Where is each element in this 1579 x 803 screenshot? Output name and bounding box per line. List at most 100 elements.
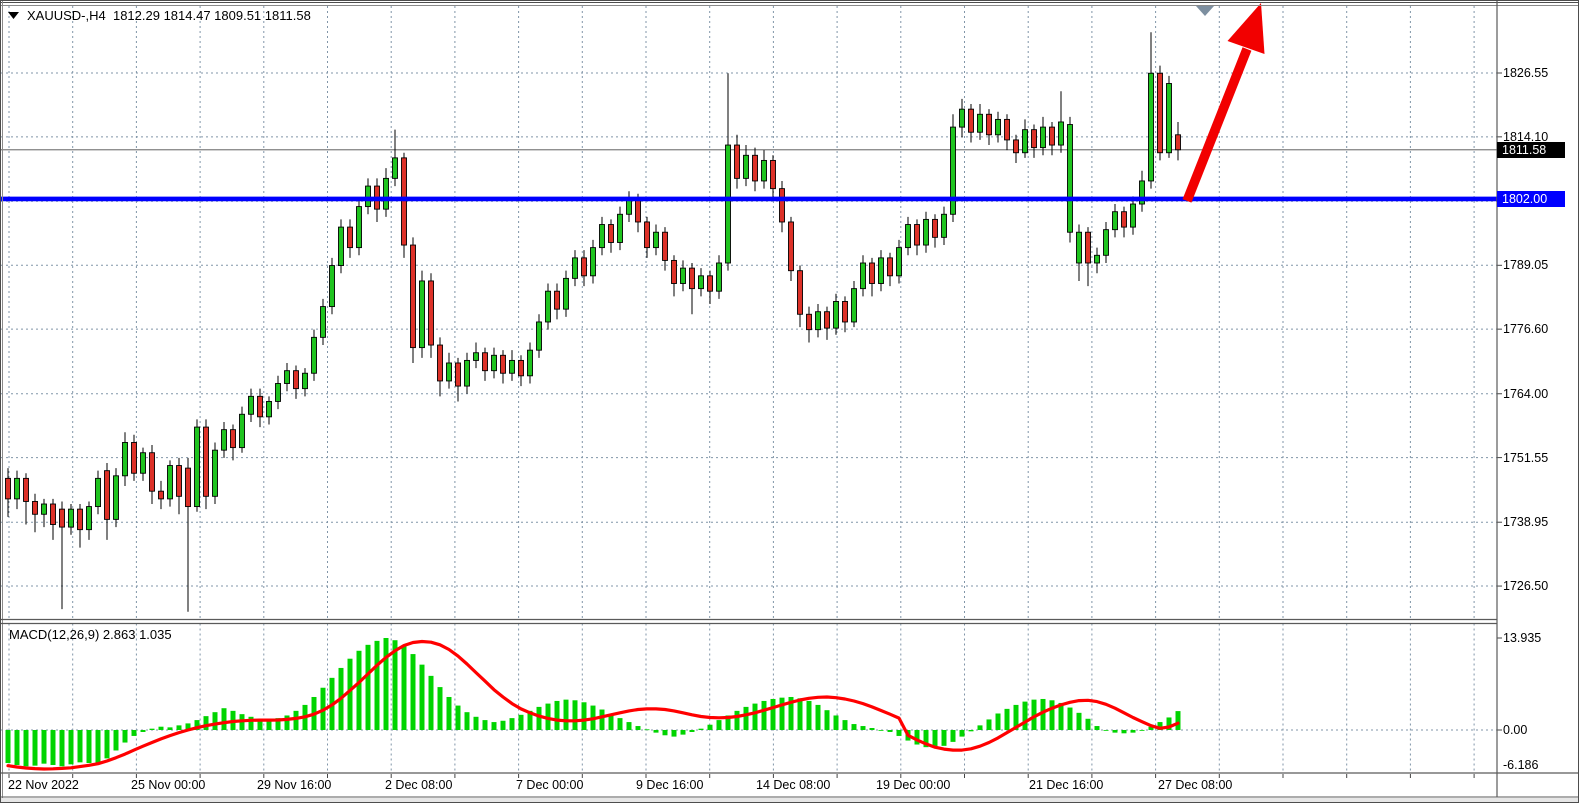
- time-axis-label: 21 Dec 16:00: [1029, 778, 1104, 792]
- macd-histogram-bar: [653, 730, 659, 733]
- macd-histogram-bar: [14, 730, 20, 765]
- bear-candle: [401, 157, 407, 246]
- bull-candle: [1103, 229, 1109, 256]
- macd-histogram-bar: [959, 730, 965, 737]
- macd-histogram-bar: [968, 730, 974, 732]
- bear-candle: [77, 508, 83, 531]
- macd-histogram-bar: [176, 725, 182, 730]
- macd-histogram-bar: [671, 730, 677, 737]
- bull-candle: [1058, 121, 1064, 146]
- macd-histogram-bar: [437, 687, 443, 730]
- macd-histogram-bar: [608, 714, 614, 730]
- bull-candle: [491, 354, 497, 372]
- macd-histogram-bar: [914, 730, 920, 745]
- macd-histogram-bar: [1139, 730, 1145, 731]
- bear-candle: [689, 267, 695, 290]
- macd-histogram-bar: [68, 730, 74, 765]
- bull-candle: [995, 118, 1001, 136]
- macd-histogram-bar: [563, 699, 569, 730]
- bear-candle: [410, 244, 416, 349]
- macd-scale-zero: 0.00: [1503, 723, 1528, 737]
- macd-histogram-bar: [734, 710, 740, 730]
- bear-candle: [842, 301, 848, 323]
- price-axis-label: 1764.00: [1503, 386, 1549, 401]
- window-bottom-edge: [1, 798, 1578, 802]
- price-axis-label: 1814.10: [1503, 129, 1549, 144]
- bear-candle: [914, 224, 920, 246]
- bear-candle: [986, 113, 992, 136]
- macd-histogram-bar: [1094, 726, 1100, 730]
- bull-candle: [68, 508, 74, 528]
- bull-candle: [599, 224, 605, 249]
- bull-candle: [275, 383, 281, 402]
- macd-histogram-bar: [1004, 708, 1010, 730]
- bull-candle: [509, 359, 515, 374]
- bear-candle: [482, 352, 488, 372]
- macd-histogram-bar: [284, 715, 290, 730]
- macd-histogram-bar: [500, 720, 506, 730]
- bull-candle: [698, 275, 704, 290]
- bull-candle: [1148, 72, 1154, 182]
- macd-histogram-bar: [950, 730, 956, 742]
- macd-histogram-bar: [293, 710, 299, 730]
- bear-candle: [1175, 134, 1181, 151]
- bull-candle: [545, 290, 551, 323]
- bear-candle: [1004, 118, 1010, 141]
- macd-histogram-bar: [1058, 702, 1064, 730]
- chart-shift-marker[interactable]: [1196, 6, 1214, 16]
- bull-candle: [320, 306, 326, 338]
- current-price-badge: 1811.58: [1497, 142, 1565, 158]
- macd-histogram-bar: [995, 713, 1001, 730]
- macd-histogram-bar: [941, 730, 947, 746]
- bear-candle: [752, 154, 758, 182]
- macd-histogram-bar: [1040, 698, 1046, 730]
- bear-candle: [5, 477, 11, 500]
- macd-histogram-bar: [149, 728, 155, 730]
- macd-histogram-bar: [167, 727, 173, 730]
- bear-candle: [59, 508, 65, 528]
- macd-histogram-bar: [410, 654, 416, 730]
- macd-histogram-bar: [1076, 712, 1082, 730]
- bull-candle: [140, 452, 146, 474]
- price-axis-label: 1776.60: [1503, 322, 1549, 337]
- bull-candle: [536, 321, 542, 351]
- bear-candle: [176, 465, 182, 497]
- bear-candle: [644, 221, 650, 249]
- bull-candle: [365, 185, 371, 208]
- red-up-arrow-shaft[interactable]: [1182, 47, 1252, 203]
- bear-candle: [608, 224, 614, 243]
- bull-candle: [311, 336, 317, 374]
- bear-candle: [797, 270, 803, 315]
- macd-histogram-bar: [923, 730, 929, 748]
- bear-candle: [671, 259, 677, 284]
- bull-candle: [725, 144, 731, 264]
- macd-histogram-bar: [752, 703, 758, 730]
- symbol-dropdown-icon[interactable]: [7, 11, 20, 20]
- bear-candle: [203, 426, 209, 497]
- bull-candle: [392, 157, 398, 179]
- macd-histogram-bar: [1175, 711, 1181, 730]
- macd-histogram-bar: [23, 730, 29, 767]
- macd-histogram-bar: [104, 730, 110, 759]
- macd-histogram-bar: [1103, 730, 1109, 731]
- macd-histogram-bar: [878, 730, 884, 731]
- macd-signal-line: [6, 639, 1180, 771]
- bull-candle: [356, 206, 362, 249]
- macd-histogram-bar: [491, 722, 497, 730]
- bear-candle: [149, 452, 155, 492]
- macd-histogram-bar: [779, 697, 785, 730]
- bear-candle: [779, 188, 785, 223]
- macd-histogram-bar: [572, 700, 578, 730]
- macd-histogram-bar: [689, 730, 695, 732]
- red-up-arrow-head[interactable]: [1227, 3, 1265, 54]
- macd-histogram-bar: [887, 730, 893, 732]
- hline-price-badge: 1802.00: [1497, 191, 1565, 207]
- bear-candle: [32, 500, 38, 515]
- bear-candle: [1049, 126, 1055, 146]
- bear-candle: [662, 231, 668, 261]
- bull-candle: [1067, 124, 1073, 233]
- bull-candle: [167, 465, 173, 500]
- macd-histogram-bar: [374, 640, 380, 730]
- bull-candle: [464, 359, 470, 387]
